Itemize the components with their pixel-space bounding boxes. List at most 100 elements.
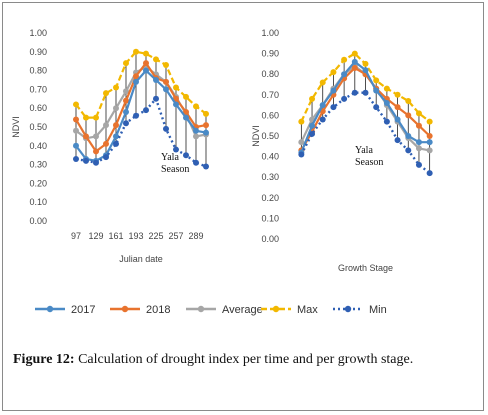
data-point-max bbox=[383, 85, 390, 92]
legend-marker-2018 bbox=[121, 305, 129, 313]
data-point-min bbox=[113, 140, 119, 147]
data-point-average bbox=[426, 147, 433, 154]
data-point-min bbox=[93, 159, 99, 166]
data-point-max bbox=[123, 60, 129, 67]
data-point-max bbox=[93, 114, 99, 121]
data-point-2018 bbox=[83, 133, 89, 140]
x-tick-label: 129 bbox=[88, 231, 103, 241]
chart-panel-1: 0.00 0.10 0.20 0.30 0.40 0.50 0.60 0.70 0.80 0.90… bbox=[11, 28, 209, 264]
data-point-2018 bbox=[93, 148, 99, 155]
annotation-text: Season bbox=[355, 157, 383, 168]
data-point-average bbox=[103, 122, 109, 129]
data-point-2017 bbox=[203, 129, 209, 136]
y-tick-label: 0.50 bbox=[29, 122, 47, 132]
legend-marker-average bbox=[197, 305, 205, 313]
data-point-min bbox=[415, 161, 422, 168]
data-point-max bbox=[415, 110, 422, 117]
data-point-max bbox=[183, 93, 189, 100]
annotation-text: Yala bbox=[355, 145, 373, 156]
data-point-max bbox=[351, 50, 358, 57]
data-point-min bbox=[183, 152, 189, 159]
data-point-max bbox=[330, 69, 337, 76]
x-tick-label: 161 bbox=[108, 231, 123, 241]
data-point-max bbox=[394, 91, 401, 98]
data-point-max bbox=[373, 77, 380, 84]
legend-label-min: Min bbox=[369, 304, 387, 316]
y-tick-label: 0.80 bbox=[29, 66, 47, 76]
legend: 2017 2018 Average Max Min bbox=[35, 304, 387, 316]
data-point-2018 bbox=[405, 112, 412, 119]
data-point-2018 bbox=[394, 104, 401, 111]
data-point-2017 bbox=[183, 114, 189, 121]
data-point-min bbox=[133, 112, 139, 119]
data-point-min bbox=[73, 155, 79, 162]
data-point-2017 bbox=[341, 71, 348, 78]
data-point-max bbox=[163, 61, 169, 68]
data-point-max bbox=[309, 95, 316, 102]
legend-label-2017: 2017 bbox=[71, 304, 95, 316]
data-point-max bbox=[298, 118, 305, 125]
y-tick-label: 0.40 bbox=[261, 152, 279, 162]
data-point-2017 bbox=[123, 108, 129, 115]
data-point-2017 bbox=[319, 102, 326, 109]
data-point-max bbox=[193, 103, 199, 110]
data-point-2018 bbox=[351, 65, 358, 72]
x-axis-label: Julian date bbox=[119, 254, 163, 264]
data-point-min bbox=[373, 104, 380, 111]
data-point-2018 bbox=[103, 140, 109, 147]
chart-panel-2: 0.00 0.10 0.20 0.30 0.40 0.50 0.60 0.70 0.80 0.90… bbox=[251, 28, 433, 273]
data-point-2017 bbox=[426, 139, 433, 146]
y-tick-label: 0.90 bbox=[261, 49, 279, 59]
legend-label-average: Average bbox=[222, 304, 263, 316]
data-point-2018 bbox=[183, 108, 189, 115]
caption-label: Figure 12: bbox=[13, 352, 75, 367]
y-tick-label: 0.70 bbox=[261, 90, 279, 100]
data-point-2017 bbox=[373, 87, 380, 94]
y-tick-label: 0.60 bbox=[29, 103, 47, 113]
x-tick-label: 225 bbox=[148, 231, 163, 241]
data-point-average bbox=[123, 88, 129, 95]
data-point-min bbox=[383, 118, 390, 125]
y-tick-label: 0.80 bbox=[261, 69, 279, 79]
annotation-text: Season bbox=[161, 164, 189, 175]
data-point-min bbox=[103, 154, 109, 161]
series-line-max bbox=[75, 50, 207, 119]
figure-frame: 0.00 0.10 0.20 0.30 0.40 0.50 0.60 0.70 0.80 0.90… bbox=[2, 2, 484, 411]
data-point-max bbox=[113, 84, 119, 91]
data-point-min bbox=[123, 120, 129, 127]
data-point-min bbox=[153, 95, 159, 102]
data-point-2018 bbox=[113, 122, 119, 129]
data-point-max bbox=[103, 90, 109, 97]
y-axis-label: NDVI bbox=[11, 116, 21, 138]
data-point-average bbox=[73, 127, 79, 134]
data-point-average bbox=[93, 133, 99, 140]
data-point-min bbox=[341, 95, 348, 102]
legend-label-2018: 2018 bbox=[146, 304, 170, 316]
data-point-2018 bbox=[143, 60, 149, 67]
data-point-max bbox=[173, 84, 179, 91]
y-tick-label: 0.10 bbox=[29, 197, 47, 207]
y-tick-label: 0.60 bbox=[261, 110, 279, 120]
y-tick-label: 0.30 bbox=[261, 172, 279, 182]
annotation-text: Yala bbox=[161, 152, 179, 163]
y-tick-label: 1.00 bbox=[29, 28, 47, 38]
y-tick-label: 0.40 bbox=[29, 141, 47, 151]
data-point-average bbox=[298, 139, 305, 146]
data-point-max bbox=[133, 48, 139, 55]
data-point-min bbox=[309, 130, 316, 137]
figure-caption: Figure 12: Calculation of drought index … bbox=[13, 350, 479, 369]
data-point-max bbox=[73, 101, 79, 108]
data-point-min bbox=[143, 107, 149, 114]
data-point-min bbox=[319, 116, 326, 123]
data-point-min bbox=[426, 170, 433, 177]
data-point-2017 bbox=[362, 67, 369, 74]
data-point-max bbox=[83, 114, 89, 121]
data-point-min bbox=[405, 147, 412, 154]
charts-canvas: 0.00 0.10 0.20 0.30 0.40 0.50 0.60 0.70 0.80 0.90… bbox=[11, 28, 433, 316]
data-point-2017 bbox=[193, 127, 199, 134]
y-tick-label: 0.20 bbox=[261, 193, 279, 203]
data-point-max bbox=[341, 56, 348, 63]
data-point-max bbox=[153, 56, 159, 63]
data-point-max bbox=[426, 118, 433, 125]
data-point-2018 bbox=[123, 97, 129, 104]
